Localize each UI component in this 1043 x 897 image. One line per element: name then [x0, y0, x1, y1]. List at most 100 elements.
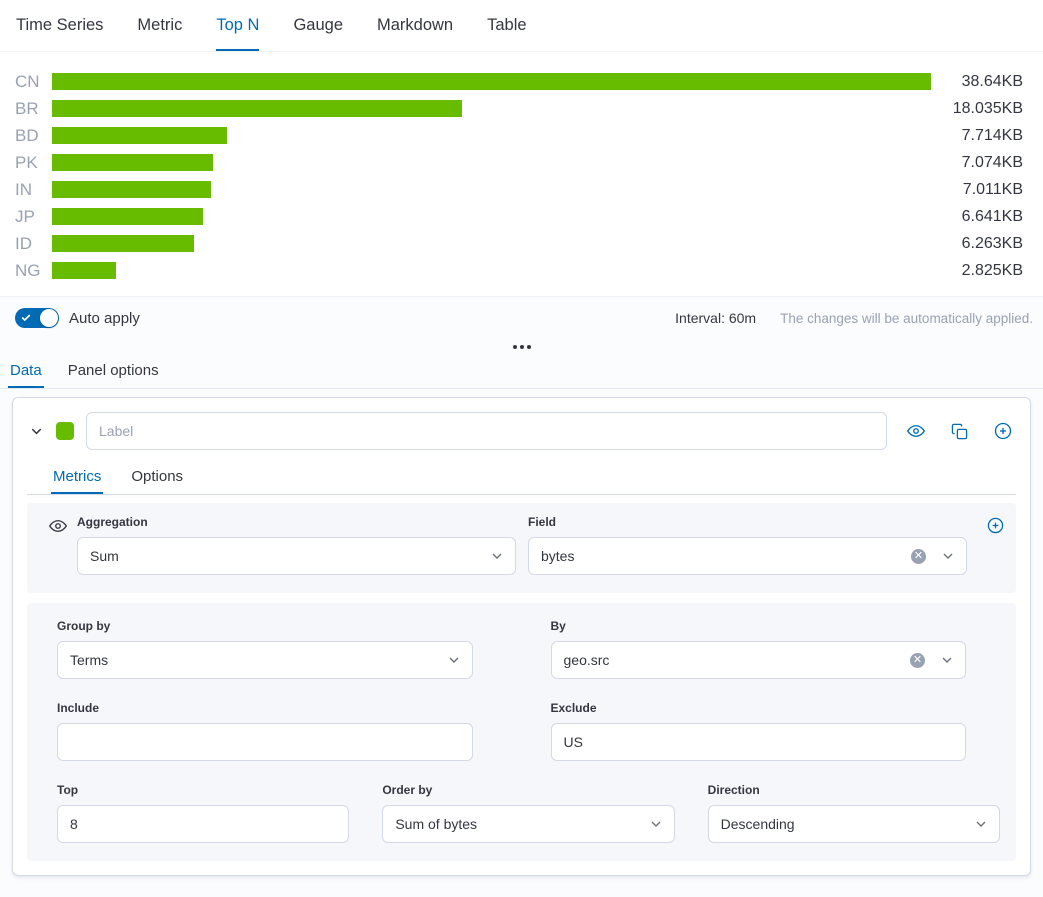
bar-category-label: BD: [15, 125, 39, 145]
eye-icon[interactable]: [907, 422, 925, 440]
group-by-panel: Group by Terms By geo.src ✕: [27, 603, 1016, 861]
include-input[interactable]: [57, 723, 473, 761]
tab-top-n[interactable]: Top N: [216, 0, 259, 51]
bar-value: 18.035KB: [952, 99, 1023, 117]
aggregation-field-group: Aggregation Sum: [77, 515, 516, 575]
bar-row: NG 2.825KB: [0, 257, 1043, 284]
tab-panel-options[interactable]: Panel options: [67, 362, 159, 379]
drag-dot: [519, 345, 524, 349]
order-by-value: Sum of bytes: [395, 816, 478, 832]
bar-category-label: IN: [15, 179, 32, 199]
chevron-down-icon: [973, 816, 989, 832]
series-tabs: Metrics Options: [27, 460, 1016, 495]
bar-track: [52, 100, 931, 117]
bar-track: [52, 235, 931, 252]
bar: [52, 127, 228, 144]
bar-value: 6.641KB: [961, 207, 1023, 225]
collapse-chevron-icon[interactable]: [29, 424, 44, 439]
drag-dot: [512, 345, 517, 349]
direction-select[interactable]: Descending: [707, 805, 1000, 843]
bar-value: 7.011KB: [962, 180, 1023, 198]
tab-options[interactable]: Options: [131, 468, 184, 485]
by-value: geo.src: [563, 652, 610, 668]
bar-category-label: JP: [15, 206, 35, 226]
bar: [52, 235, 195, 252]
auto-apply-toggle[interactable]: [15, 308, 59, 328]
field-combobox[interactable]: bytes ✕: [528, 537, 967, 575]
bar-category-label: NG: [15, 260, 41, 280]
tab-metric[interactable]: Metric: [137, 16, 183, 34]
series-header: [27, 412, 1016, 450]
order-by-select[interactable]: Sum of bytes: [382, 805, 675, 843]
bar-row: ID 6.263KB: [0, 230, 1043, 257]
series-label-input[interactable]: [86, 412, 887, 450]
group-by-value: Terms: [70, 652, 109, 668]
chevron-down-icon: [489, 548, 505, 564]
tab-data[interactable]: Data: [8, 355, 44, 388]
series-color-swatch[interactable]: [56, 422, 74, 440]
top-input[interactable]: [57, 805, 350, 843]
direction-value: Descending: [720, 816, 795, 832]
bar-value: 38.64KB: [961, 72, 1023, 90]
aggregation-label: Aggregation: [77, 515, 148, 529]
direction-label: Direction: [707, 783, 760, 797]
aggregation-value: Sum: [90, 548, 119, 564]
aggregation-select[interactable]: Sum: [77, 537, 516, 575]
bar: [52, 154, 213, 171]
resize-drag-handle[interactable]: [0, 337, 1043, 355]
add-metric-icon[interactable]: [987, 517, 1004, 534]
include-field-group: Include: [57, 701, 473, 761]
group-by-select[interactable]: Terms: [57, 641, 473, 679]
bar-track: [52, 127, 931, 144]
top-label: Top: [57, 783, 79, 797]
exclude-label: Exclude: [550, 701, 597, 715]
auto-apply-hint: The changes will be automatically applie…: [780, 310, 1033, 326]
by-label: By: [550, 619, 566, 633]
clone-series-icon[interactable]: [951, 423, 968, 440]
metric-visibility-eye-icon[interactable]: [49, 517, 67, 535]
exclude-input[interactable]: [550, 723, 966, 761]
bar: [52, 100, 463, 117]
include-label: Include: [57, 701, 100, 715]
clear-selection-icon[interactable]: ✕: [911, 548, 926, 564]
field-label: Field: [528, 515, 557, 529]
bar-value: 6.263KB: [961, 234, 1023, 252]
field-field-group: Field bytes ✕: [528, 515, 967, 575]
aggregation-grid: Aggregation Sum Field bytes ✕: [77, 515, 967, 575]
bar: [52, 181, 212, 198]
bar-track: [52, 262, 931, 279]
top-order-direction-row: Top Order by Sum of bytes Direction D: [57, 783, 1000, 843]
tab-time-series[interactable]: Time Series: [16, 16, 104, 34]
chevron-down-icon: [939, 652, 955, 668]
tab-gauge[interactable]: Gauge: [293, 16, 343, 34]
clear-selection-icon[interactable]: ✕: [910, 652, 925, 668]
editor-tabs: Data Panel options: [0, 355, 1043, 389]
tab-metrics[interactable]: Metrics: [51, 460, 103, 494]
by-field-group: By geo.src ✕: [550, 619, 966, 679]
bar-row: IN 7.011KB: [0, 176, 1043, 203]
bar-value: 7.714KB: [961, 126, 1023, 144]
chevron-down-icon: [940, 548, 956, 564]
interval-label: Interval: 60m: [675, 310, 757, 326]
order-by-label: Order by: [382, 783, 433, 797]
visualization-type-tabs: Time Series Metric Top N Gauge Markdown …: [0, 0, 1043, 52]
group-by-field-group: Group by Terms: [57, 619, 473, 679]
by-combobox[interactable]: geo.src ✕: [550, 641, 966, 679]
tab-markdown[interactable]: Markdown: [377, 16, 454, 34]
order-by-field-group: Order by Sum of bytes: [382, 783, 675, 843]
add-series-icon[interactable]: [994, 422, 1012, 440]
bar: [52, 262, 117, 279]
check-icon: [21, 314, 31, 321]
bar-category-label: ID: [15, 233, 32, 253]
tab-table[interactable]: Table: [487, 16, 527, 34]
aggregation-panel: Aggregation Sum Field bytes ✕: [27, 503, 1016, 593]
chevron-down-icon: [648, 816, 664, 832]
bar-row: BD 7.714KB: [0, 122, 1043, 149]
bar-track: [52, 73, 931, 90]
series-card: Metrics Options Aggregation Sum: [12, 397, 1031, 876]
bar-category-label: BR: [15, 98, 39, 118]
bar-value: 7.074KB: [961, 153, 1023, 171]
bar-row: BR 18.035KB: [0, 95, 1043, 122]
toggle-knob: [40, 309, 58, 327]
